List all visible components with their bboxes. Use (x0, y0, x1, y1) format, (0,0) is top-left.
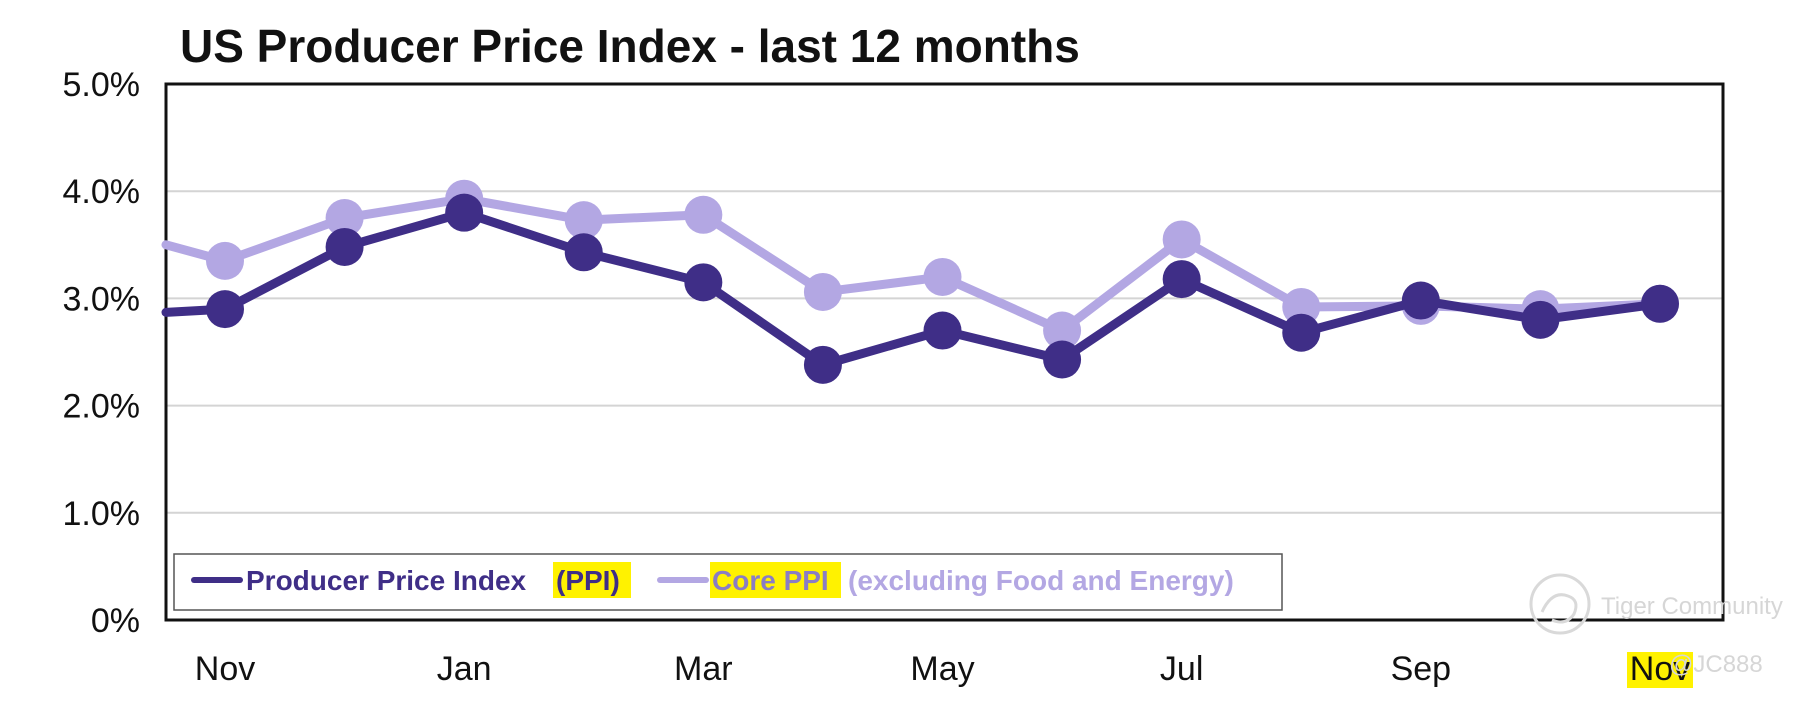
data-point (206, 290, 244, 329)
series-core-ppi (161, 179, 1679, 350)
y-tick-label: 0% (91, 602, 140, 640)
chart-title: US Producer Price Index - last 12 months (180, 20, 1080, 72)
series-layer (161, 179, 1679, 384)
data-point (684, 263, 723, 302)
data-point (1162, 260, 1201, 299)
legend-highlight-core (710, 562, 841, 598)
legend: Producer Price Index (PPI) Core PPI (exc… (173, 553, 1283, 611)
data-point (803, 272, 842, 311)
data-point (206, 241, 244, 280)
data-point (1043, 311, 1082, 350)
y-axis-ticks: 0% 1.0% 2.0% 3.0% 4.0% 5.0% (63, 66, 141, 640)
data-point (445, 193, 484, 232)
x-axis-ticks: Nov Jan Mar May Jul Sep Nov (195, 650, 1693, 688)
x-tick-label: Jan (437, 650, 492, 688)
data-point (803, 345, 842, 384)
legend-label-core-suffix: (excluding Food and Energy) (848, 565, 1234, 596)
legend-label-core: Core PPI (712, 565, 829, 596)
x-tick-label: Nov (1630, 650, 1690, 688)
x-tick-label: Nov (195, 650, 255, 688)
gridlines (166, 190, 1723, 514)
plot-frame (164, 82, 1725, 622)
x-tick-label: May (910, 650, 974, 688)
legend-label-ppi-abbrev: (PPI) (556, 565, 620, 596)
data-point (1521, 300, 1560, 339)
data-point (684, 195, 723, 234)
data-point (325, 227, 364, 266)
y-tick-label: 4.0% (63, 173, 141, 211)
data-point (923, 311, 962, 350)
tiger-logo-icon (1529, 573, 1591, 635)
y-tick-label: 2.0% (63, 388, 141, 426)
legend-label-ppi: Producer Price Index (246, 565, 527, 596)
data-point (564, 201, 603, 240)
data-point (1401, 281, 1440, 320)
y-tick-label: 3.0% (63, 280, 141, 318)
x-tick-highlight (1627, 652, 1693, 688)
data-point (923, 257, 962, 296)
watermark-handle: @JC888 (1669, 651, 1763, 678)
data-point (564, 233, 603, 272)
tiger-logo-mark (1540, 593, 1578, 624)
data-point (1282, 313, 1321, 352)
series-ppi (161, 193, 1679, 384)
x-tick-label: Jul (1160, 650, 1203, 688)
legend-highlight-ppi (553, 562, 631, 598)
x-tick-label: Sep (1391, 650, 1452, 688)
data-point (325, 199, 364, 237)
y-tick-label: 5.0% (63, 66, 141, 104)
x-tick-label: Mar (674, 650, 733, 688)
data-point (1162, 220, 1201, 259)
data-point (1043, 340, 1082, 379)
data-point (1641, 284, 1679, 323)
series-line (161, 208, 1665, 370)
y-tick-label: 1.0% (63, 495, 141, 533)
svg-text:Producer Price Index: Producer Price Index (246, 565, 527, 596)
watermark: Tiger Community @JC888 (1529, 573, 1783, 678)
watermark-community: Tiger Community (1601, 593, 1783, 620)
